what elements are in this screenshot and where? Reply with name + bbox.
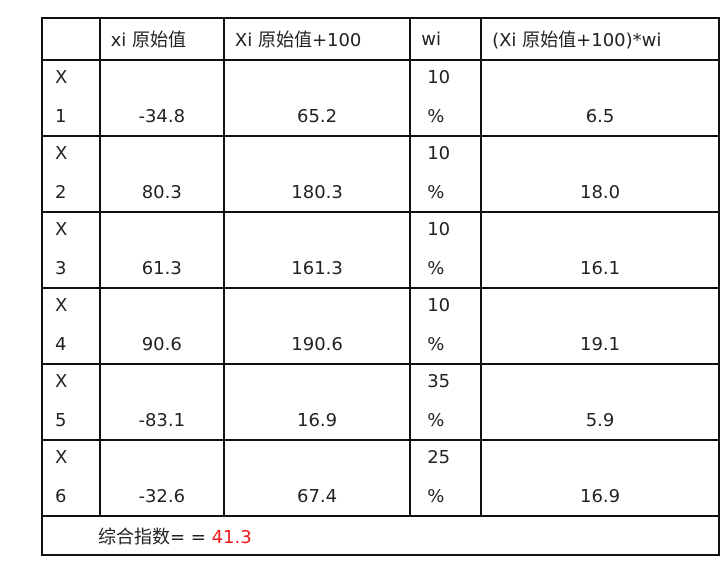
xi-value: -34.8 [138,106,186,127]
xi100-value: 16.9 [297,410,338,431]
weight-top: 35 [427,371,451,392]
xi-value: 61.3 [141,258,182,279]
weight-cell: 10% [409,59,483,137]
xi100-value: 161.3 [291,258,343,279]
footer-label: 综合指数= = [98,526,212,548]
weight-bottom: % [427,182,445,203]
weight-bottom: % [427,106,445,127]
header-cell: Xi 原始值+100 [222,17,412,61]
product-cell: 16.9 [480,439,720,517]
xi-cell: 80.3 [98,135,225,213]
label-bottom: 1 [55,106,67,127]
xi-value: 80.3 [141,182,182,203]
label-top: X [55,219,68,240]
xi100-cell: 161.3 [222,211,412,289]
footer-row: 综合指数= = 41.3 [41,515,720,556]
product-cell: 5.9 [480,363,720,441]
xi-value: 90.6 [141,334,182,355]
product-cell: 6.5 [480,59,720,137]
product-cell: 19.1 [480,287,720,365]
header-cell [41,17,101,61]
label-top: X [55,143,68,164]
xi-cell: 61.3 [98,211,225,289]
weight-top: 25 [427,447,451,468]
label-bottom: 4 [55,334,67,355]
xi100-cell: 180.3 [222,135,412,213]
xi100-cell: 16.9 [222,363,412,441]
weight-top: 10 [427,67,451,88]
xi100-value: 190.6 [291,334,343,355]
header-row: xi 原始值 Xi 原始值+100 wi (Xi 原始值+100)*wi [41,17,720,61]
header-cell: wi [409,17,483,61]
xi-cell: -34.8 [98,59,225,137]
weight-cell: 25% [409,439,483,517]
product-cell: 18.0 [480,135,720,213]
weight-cell: 35% [409,363,483,441]
weight-top: 10 [427,219,451,240]
label-top: X [55,447,68,468]
xi-cell: -83.1 [98,363,225,441]
product-value: 16.1 [580,258,621,279]
product-value: 6.5 [585,106,615,127]
weight-bottom: % [427,334,445,355]
weight-bottom: % [427,410,445,431]
label-bottom: 3 [55,258,67,279]
label-top: X [55,67,68,88]
product-value: 18.0 [580,182,621,203]
weight-cell: 10% [409,135,483,213]
weight-top: 10 [427,295,451,316]
product-cell: 16.1 [480,211,720,289]
weight-bottom: % [427,258,445,279]
xi-cell: 90.6 [98,287,225,365]
header-cell: xi 原始值 [98,17,225,61]
xi100-value: 180.3 [291,182,343,203]
xi100-value: 65.2 [297,106,338,127]
product-value: 19.1 [580,334,621,355]
product-value: 5.9 [585,410,615,431]
label-bottom: 5 [55,410,67,431]
xi100-cell: 190.6 [222,287,412,365]
xi100-cell: 67.4 [222,439,412,517]
weight-top: 10 [427,143,451,164]
label-bottom: 2 [55,182,67,203]
header-cell: (Xi 原始值+100)*wi [480,17,720,61]
weight-bottom: % [427,486,445,507]
xi100-cell: 65.2 [222,59,412,137]
label-top: X [55,371,68,392]
xi-value: -83.1 [138,410,186,431]
weight-cell: 10% [409,211,483,289]
xi100-value: 67.4 [297,486,338,507]
product-value: 16.9 [580,486,621,507]
composite-index-value: 41.3 [211,526,252,548]
footer-cell: 综合指数= = 41.3 [41,515,720,556]
weight-cell: 10% [409,287,483,365]
label-top: X [55,295,68,316]
xi-cell: -32.6 [98,439,225,517]
xi-value: -32.6 [138,486,186,507]
label-bottom: 6 [55,486,67,507]
